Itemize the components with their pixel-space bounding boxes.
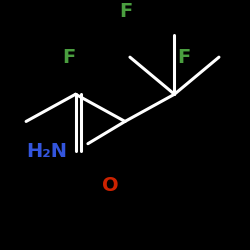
Text: F: F	[178, 48, 191, 67]
Text: F: F	[63, 48, 76, 67]
Text: O: O	[102, 176, 118, 195]
Text: H₂N: H₂N	[26, 142, 68, 161]
Text: F: F	[120, 2, 133, 21]
